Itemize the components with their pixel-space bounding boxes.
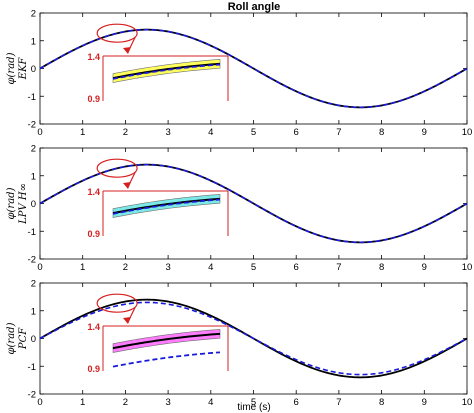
- true-roll-line: [39, 163, 468, 244]
- x-tick-label: 0: [37, 262, 42, 273]
- x-tick-label: 2: [123, 127, 128, 138]
- inset-label-top: 1.4: [87, 52, 100, 62]
- x-tick-label: 6: [294, 397, 299, 408]
- zoom-arrowhead: [123, 47, 131, 54]
- y-tick-label: 1: [31, 36, 36, 47]
- y-axis-sublabel: PCF: [18, 327, 29, 350]
- x-tick-label: 2: [123, 262, 128, 273]
- x-tick-label: 4: [208, 397, 213, 408]
- inset-label-bottom: 0.9: [87, 364, 100, 374]
- inset-label-top: 1.4: [87, 322, 100, 332]
- x-tick-label: 1: [80, 262, 85, 273]
- inset-true-line: [112, 332, 221, 350]
- zoom-arrowhead: [123, 182, 131, 189]
- x-tick-label: 0: [37, 127, 42, 138]
- x-tick-label: 7: [336, 127, 341, 138]
- estimate-roll-line: [39, 301, 468, 376]
- x-tick-label: 7: [336, 262, 341, 273]
- inset-label-bottom: 0.9: [87, 94, 100, 104]
- inset-estimate-line: [112, 351, 221, 368]
- x-tick-label: 3: [165, 397, 170, 408]
- y-tick-label: 2: [31, 144, 36, 155]
- x-tick-label: 9: [422, 397, 427, 408]
- inset-estimate-line: [112, 198, 221, 215]
- x-tick-label: 10: [462, 262, 473, 273]
- y-tick-label: -1: [28, 227, 36, 238]
- x-tick-label: 8: [379, 397, 384, 408]
- x-tick-label: 6: [294, 127, 299, 138]
- x-tick-label: 8: [379, 127, 384, 138]
- y-axis-label: φ(rad): [6, 322, 17, 354]
- inset-label-top: 1.4: [87, 187, 100, 197]
- true-roll-line: [39, 28, 468, 109]
- y-tick-label: -1: [28, 92, 36, 103]
- y-tick-label: 0: [31, 64, 36, 75]
- x-tick-label: 0: [37, 397, 42, 408]
- x-tick-label: 3: [165, 262, 170, 273]
- y-tick-label: -2: [28, 120, 36, 131]
- x-tick-label: 6: [294, 262, 299, 273]
- x-tick-label: 4: [208, 127, 213, 138]
- x-tick-label: 10: [462, 397, 473, 408]
- y-axis-label: φ(rad): [6, 52, 17, 84]
- x-tick-label: 9: [422, 262, 427, 273]
- x-tick-label: 2: [123, 397, 128, 408]
- y-tick-label: -1: [28, 362, 36, 373]
- y-tick-label: -2: [28, 390, 36, 401]
- y-axis-label: φ(rad): [6, 187, 17, 219]
- inset-estimate-line: [112, 63, 221, 80]
- x-tick-label: 5: [251, 262, 256, 273]
- zoom-ellipse: [96, 23, 138, 43]
- y-tick-label: 1: [31, 306, 36, 317]
- y-tick-label: 2: [31, 9, 36, 20]
- x-tick-label: 3: [165, 127, 170, 138]
- inset-label-bottom: 0.9: [87, 229, 100, 239]
- y-tick-label: 2: [31, 279, 36, 290]
- y-tick-label: 0: [31, 334, 36, 345]
- x-tick-label: 4: [208, 262, 213, 273]
- x-tick-label: 5: [251, 127, 256, 138]
- zoom-ellipse: [96, 293, 138, 313]
- x-tick-label: 8: [379, 262, 384, 273]
- zoom-ellipse: [96, 158, 138, 178]
- x-tick-label: 5: [251, 397, 256, 408]
- y-axis-sublabel: EKF: [18, 57, 29, 81]
- x-tick-label: 10: [462, 127, 473, 138]
- chart-title: Roll angle: [228, 1, 281, 13]
- y-tick-label: 1: [31, 171, 36, 182]
- x-axis-label: time (s): [237, 402, 270, 413]
- zoom-arrowhead: [123, 317, 131, 324]
- y-tick-label: 0: [31, 199, 36, 210]
- y-tick-label: -2: [28, 255, 36, 266]
- y-axis-sublabel: LPV H∞: [18, 183, 29, 225]
- x-tick-label: 7: [336, 397, 341, 408]
- x-tick-label: 1: [80, 397, 85, 408]
- x-tick-label: 9: [422, 127, 427, 138]
- x-tick-label: 1: [80, 127, 85, 138]
